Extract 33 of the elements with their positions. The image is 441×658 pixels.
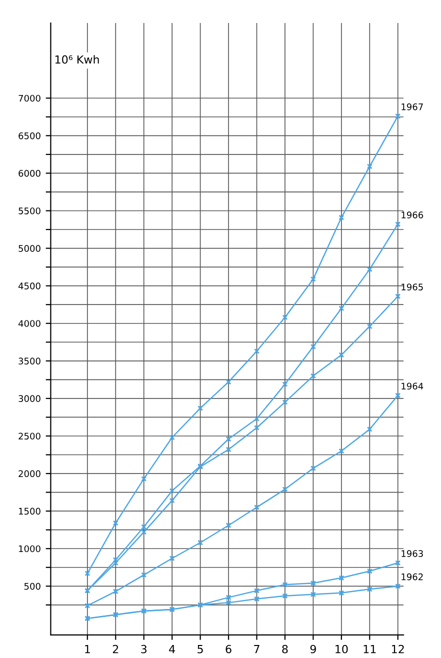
series-label: 1967 — [402, 103, 423, 110]
x-tick-label: 1 — [85, 645, 90, 654]
x-tick-label: 5 — [198, 645, 203, 654]
x-tick-label: 10 — [336, 644, 348, 654]
x-tick-label: 9 — [310, 644, 316, 654]
x-tick-label: 8 — [282, 644, 288, 654]
y-tick-label: 6500 — [18, 132, 40, 140]
x-tick-label: 2 — [112, 644, 118, 654]
y-tick-label: 5500 — [18, 207, 40, 214]
y-tick-label: 5000 — [18, 245, 40, 252]
series-label: 1963 — [402, 550, 423, 557]
y-tick-label: 3500 — [18, 358, 40, 364]
series-label: 1965 — [402, 284, 423, 290]
y-tick-label: 2500 — [18, 432, 40, 440]
y-tick-label: 1500 — [19, 508, 40, 515]
x-tick-label: 4 — [169, 645, 175, 654]
x-tick-label: 11 — [364, 645, 376, 654]
y-tick-label: 7000 — [18, 94, 40, 102]
y-tick-label: 4500 — [18, 282, 40, 290]
y-tick-label: 6000 — [18, 170, 40, 177]
x-tick-label: 7 — [254, 645, 260, 654]
series-label: 1962 — [402, 573, 423, 580]
x-tick-label: 6 — [226, 644, 232, 654]
series-label: 1966 — [402, 212, 424, 218]
y-axis-title: 10⁶ Kwh — [55, 55, 99, 64]
y-tick-label: 1000 — [19, 545, 40, 552]
y-tick-label: 4000 — [18, 320, 40, 327]
series-label: 1964 — [402, 382, 424, 390]
y-tick-label: 500 — [24, 582, 40, 590]
x-tick-label: 3 — [141, 644, 146, 654]
y-tick-label: 2000 — [18, 470, 40, 478]
y-tick-label: 3000 — [18, 395, 40, 402]
x-tick-label: 12 — [392, 644, 404, 654]
